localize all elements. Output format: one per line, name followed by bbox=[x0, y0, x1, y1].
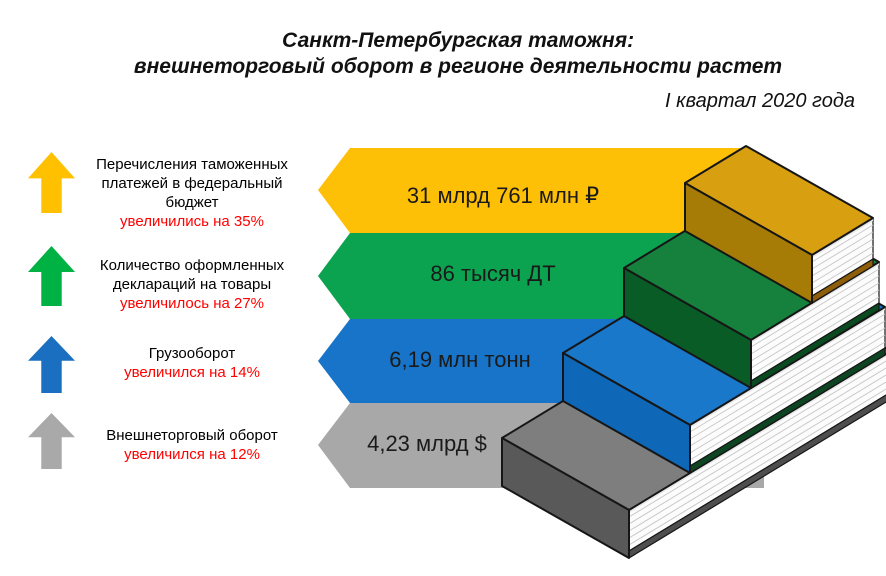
up-arrow-shape bbox=[28, 413, 75, 469]
book-green-front-face bbox=[623, 267, 752, 389]
up-arrow-icon-cargo bbox=[28, 336, 75, 393]
page-title: Санкт-Петербургская таможня: внешнеторго… bbox=[30, 28, 886, 80]
banner-value-trade: 4,23 млрд $ bbox=[367, 431, 487, 456]
metric-label-line: Грузооборот bbox=[148, 345, 236, 362]
up-arrow-icon-declarations bbox=[28, 246, 75, 306]
metric-label-trade: Внешнеторговый оборот увеличился на 12% bbox=[86, 426, 298, 464]
banner-value-declarations: 86 тысяч ДТ bbox=[430, 261, 556, 286]
banner-arrow-payments bbox=[318, 148, 746, 233]
book-gold bbox=[684, 145, 874, 304]
metric-label-cargo: Грузооборот увеличился на 14% bbox=[86, 344, 298, 382]
metric-label-declarations: Количество оформленных деклараций на тов… bbox=[86, 256, 298, 313]
up-arrow-shape bbox=[28, 246, 75, 306]
up-arrow-shape bbox=[28, 336, 75, 393]
period-label: I квартал 2020 года bbox=[665, 90, 855, 112]
metric-growth-declarations: увеличилось на 27% bbox=[119, 295, 265, 312]
page-title-line2: внешнеторговый оборот в регионе деятельн… bbox=[133, 55, 783, 78]
metric-label-line: Перечисления таможенных bbox=[96, 156, 288, 173]
metric-label-line: платежей в федеральный bbox=[101, 175, 283, 192]
book-blue-front-face bbox=[562, 352, 691, 474]
metric-label-payments: Перечисления таможенных платежей в федер… bbox=[86, 155, 298, 231]
metric-growth-cargo: увеличился на 14% bbox=[124, 364, 260, 381]
banner-value-cargo: 6,19 млн тонн bbox=[389, 347, 531, 372]
book-green-page-lines bbox=[750, 268, 880, 376]
up-arrow-icon-payments bbox=[28, 152, 75, 213]
book-gold-page-lines bbox=[811, 224, 874, 291]
book-gold-front-face bbox=[684, 182, 813, 304]
metric-label-line: деклараций на товары bbox=[112, 276, 272, 293]
book-gray-front-face bbox=[501, 437, 630, 559]
book-blue-page-lines bbox=[689, 313, 886, 461]
metric-growth-payments: увеличились на 35% bbox=[120, 213, 264, 230]
book-gray-page-lines bbox=[628, 360, 886, 546]
metric-label-line: Количество оформленных bbox=[99, 257, 285, 274]
metric-label-line: Внешнеторговый оборот bbox=[106, 427, 278, 444]
up-arrow-shape bbox=[28, 152, 75, 213]
up-arrow-icon-trade bbox=[28, 413, 75, 469]
page-title-line1: Санкт-Петербургская таможня: bbox=[281, 29, 635, 52]
banner-value-payments: 31 млрд 761 млн ₽ bbox=[406, 183, 600, 208]
metric-label-line: бюджет bbox=[165, 194, 219, 211]
metric-growth-trade: увеличился на 12% bbox=[124, 446, 260, 463]
